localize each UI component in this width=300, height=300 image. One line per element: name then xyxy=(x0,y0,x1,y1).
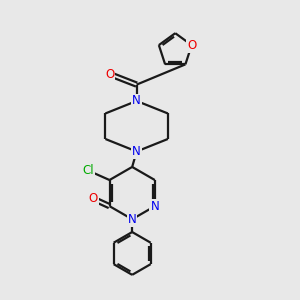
Text: Cl: Cl xyxy=(82,164,94,177)
Text: N: N xyxy=(132,145,141,158)
Text: O: O xyxy=(105,68,115,81)
Text: N: N xyxy=(128,213,136,226)
Text: N: N xyxy=(150,200,159,213)
Text: O: O xyxy=(187,39,196,52)
Text: O: O xyxy=(88,192,98,205)
Text: N: N xyxy=(132,94,141,107)
